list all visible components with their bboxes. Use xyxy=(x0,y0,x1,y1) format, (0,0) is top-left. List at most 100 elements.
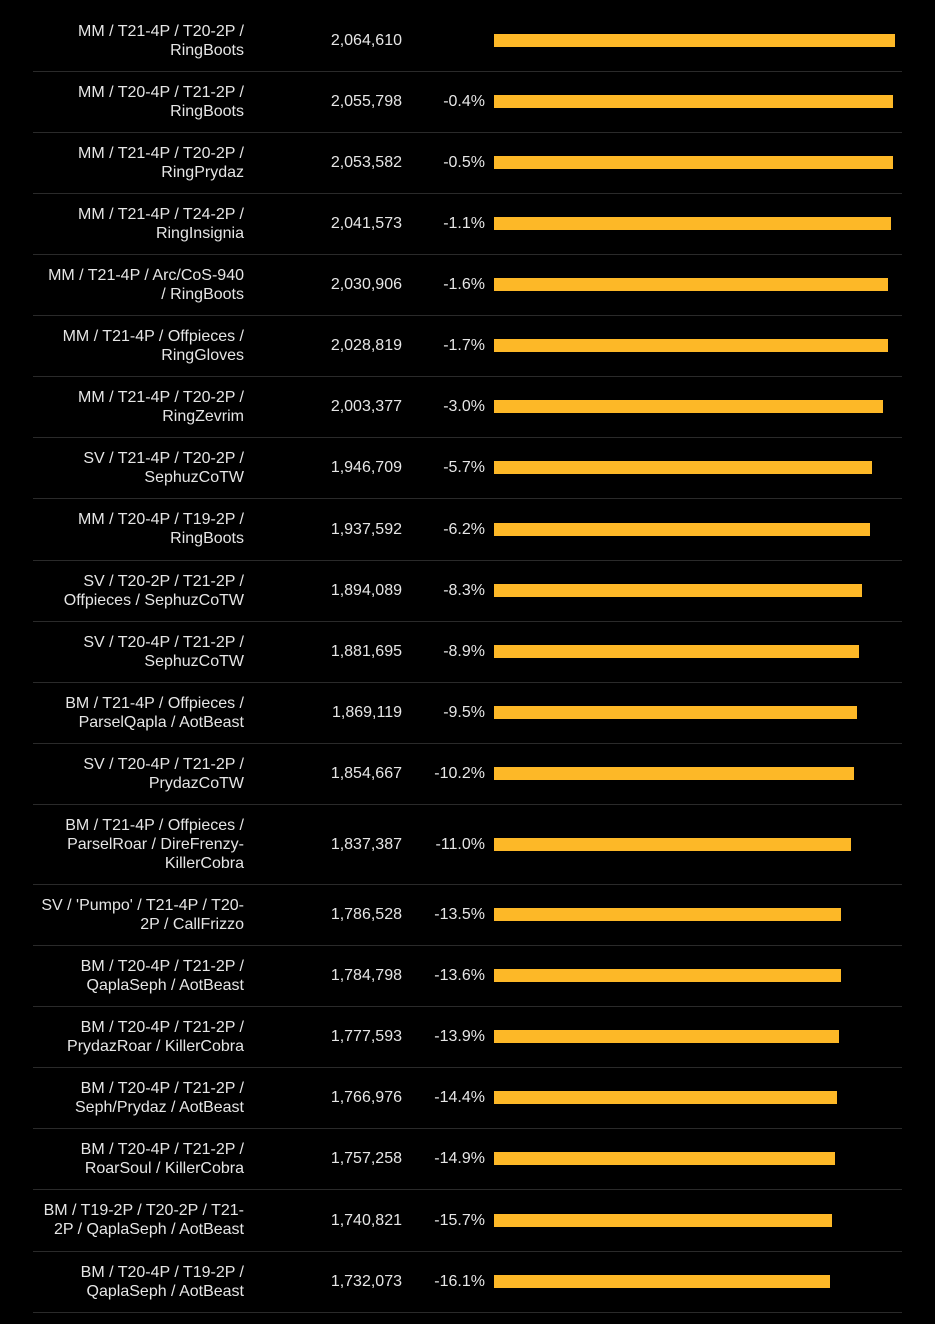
bar xyxy=(494,34,895,47)
row-separator xyxy=(33,560,902,561)
percent-diff-label: -1.1% xyxy=(443,215,485,232)
percent-diff-label: -8.9% xyxy=(443,643,485,660)
category-label: SV / T20-4P / T21-2P / SephuzCoTW xyxy=(83,633,244,670)
percent-diff-label: -0.4% xyxy=(443,93,485,110)
category-label: BM / T19-2P / T20-2P / T21- 2P / QaplaSe… xyxy=(43,1202,244,1238)
row-separator xyxy=(33,1128,902,1129)
row-separator xyxy=(33,1189,902,1190)
bar xyxy=(494,339,888,352)
percent-diff-label: -13.6% xyxy=(434,967,485,984)
value-label: 1,854,667 xyxy=(330,765,402,782)
value-label: 1,937,592 xyxy=(330,520,402,538)
percent-diff-label: -14.9% xyxy=(434,1150,485,1167)
bar xyxy=(494,969,841,982)
value-label: 1,946,709 xyxy=(330,459,402,476)
percent-diff-label: -9.5% xyxy=(443,704,485,721)
category-label: SV / T20-2P / T21-2P / Offpieces / Sephu… xyxy=(63,572,244,609)
percent-diff-label: -3.0% xyxy=(443,398,485,415)
category-label: MM / T21-4P / T20-2P / RingZevrim xyxy=(78,388,244,425)
bar xyxy=(494,217,891,230)
row-separator xyxy=(33,71,902,72)
percent-diff-label: -11.0% xyxy=(435,835,485,853)
category-label: MM / T21-4P / T24-2P / RingInsignia xyxy=(78,205,244,242)
category-label: SV / T20-4P / T21-2P / PrydazCoTW xyxy=(83,755,244,792)
row-separator xyxy=(33,804,902,805)
category-label: BM / T21-4P / Offpieces / ParselQapla / … xyxy=(65,694,244,731)
category-label: MM / T21-4P / T20-2P / RingPrydaz xyxy=(78,144,244,181)
bar xyxy=(494,95,893,108)
bar xyxy=(494,1030,839,1043)
row-separator xyxy=(33,1067,902,1068)
value-label: 2,053,582 xyxy=(330,154,402,171)
percent-diff-label: -1.7% xyxy=(443,337,485,354)
row-separator xyxy=(33,884,902,885)
value-label: 2,003,377 xyxy=(330,398,402,415)
bar xyxy=(494,1275,830,1288)
percent-diff-label: -0.5% xyxy=(443,154,485,171)
bar xyxy=(494,278,888,291)
value-label: 1,740,821 xyxy=(330,1211,402,1229)
row-separator xyxy=(33,945,902,946)
value-label: 1,784,798 xyxy=(330,967,402,984)
row-separator xyxy=(33,315,902,316)
percent-diff-label: -15.7% xyxy=(434,1211,485,1229)
category-label: MM / T21-4P / Offpieces / RingGloves xyxy=(62,327,244,364)
row-separator xyxy=(33,743,902,744)
category-label: SV / T21-4P / T20-2P / SephuzCoTW xyxy=(83,449,244,486)
bar xyxy=(494,522,870,536)
value-label: 1,777,593 xyxy=(330,1028,402,1045)
row-separator xyxy=(33,1251,902,1252)
value-label: 1,894,089 xyxy=(330,582,402,599)
value-label: 1,869,119 xyxy=(332,704,402,721)
row-separator xyxy=(33,437,902,438)
bar xyxy=(494,1152,835,1165)
category-label: SV / 'Pumpo' / T21-4P / T20- 2P / CallFr… xyxy=(41,896,244,933)
bar xyxy=(494,767,854,780)
value-label: 1,786,528 xyxy=(330,906,402,923)
percent-diff-label: -6.2% xyxy=(443,520,485,538)
value-label: 1,881,695 xyxy=(330,643,402,660)
bar xyxy=(494,461,872,474)
row-separator xyxy=(33,254,902,255)
value-label: 2,028,819 xyxy=(330,337,402,354)
category-label: BM / T20-4P / T19-2P / QaplaSeph / AotBe… xyxy=(80,1263,244,1300)
row-separator xyxy=(33,1006,902,1007)
row-separator xyxy=(33,376,902,377)
value-label: 1,837,387 xyxy=(330,835,402,853)
percent-diff-label: -16.1% xyxy=(434,1273,485,1290)
bar xyxy=(494,837,851,851)
category-label: BM / T21-4P / Offpieces / ParselRoar / D… xyxy=(65,816,244,872)
bar xyxy=(494,400,883,413)
percent-diff-label: -5.7% xyxy=(443,459,485,476)
category-label: MM / T21-4P / Arc/CoS-940 / RingBoots xyxy=(48,266,244,303)
row-separator xyxy=(33,1312,902,1313)
percent-diff-label: -13.5% xyxy=(434,906,485,923)
category-label: BM / T20-4P / T21-2P / QaplaSeph / AotBe… xyxy=(80,957,244,994)
value-label: 2,030,906 xyxy=(330,276,402,293)
percent-diff-label: -1.6% xyxy=(443,276,485,293)
percent-diff-label: -13.9% xyxy=(434,1028,485,1045)
category-label: MM / T21-4P / T20-2P / RingBoots xyxy=(78,22,244,59)
value-label: 2,055,798 xyxy=(330,93,402,110)
category-label: BM / T20-4P / T21-2P / PrydazRoar / Kill… xyxy=(67,1018,244,1055)
value-label: 1,732,073 xyxy=(330,1273,402,1290)
percent-diff-label: -8.3% xyxy=(443,582,485,599)
bar xyxy=(494,156,893,169)
row-separator xyxy=(33,498,902,499)
bar xyxy=(494,645,859,658)
category-label: BM / T20-4P / T21-2P / RoarSoul / Killer… xyxy=(80,1140,244,1177)
row-separator xyxy=(33,193,902,194)
value-label: 1,757,258 xyxy=(330,1150,402,1167)
category-label: MM / T20-4P / T21-2P / RingBoots xyxy=(78,83,244,120)
row-separator xyxy=(33,621,902,622)
bar xyxy=(494,706,857,719)
bar xyxy=(494,1213,832,1227)
row-separator xyxy=(33,682,902,683)
value-label: 1,766,976 xyxy=(330,1089,402,1106)
percent-diff-label: -14.4% xyxy=(434,1089,485,1106)
row-separator xyxy=(33,132,902,133)
bar xyxy=(494,908,841,921)
bar xyxy=(494,584,862,597)
category-label: MM / T20-4P / T19-2P / RingBoots xyxy=(78,511,244,547)
